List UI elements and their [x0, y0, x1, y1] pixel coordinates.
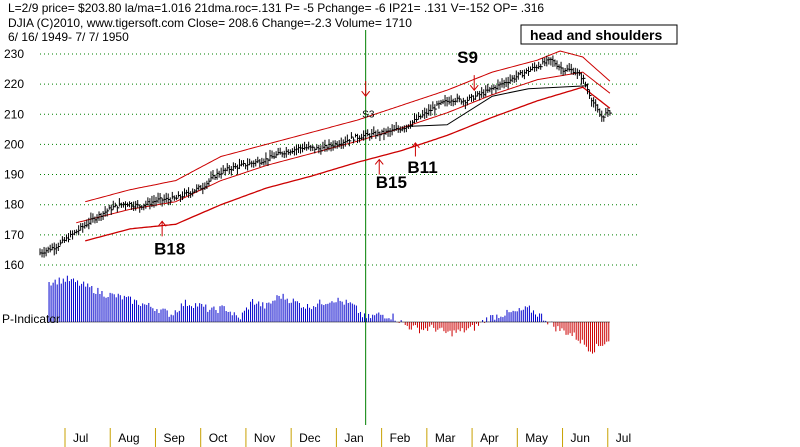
signal-arrow-head [374, 158, 384, 165]
y-tick-label: 210 [4, 107, 24, 121]
header-line-1: L=2/9 price= $203.80 la/ma=1.016 21dma.r… [8, 1, 544, 15]
y-tick-label: 180 [4, 198, 24, 212]
header-line-3: 6/ 16/ 1949- 7/ 7/ 1950 [8, 30, 129, 44]
month-label: Jul [73, 431, 88, 445]
signal-arrow-head [469, 84, 479, 91]
neckline [410, 85, 588, 127]
y-tick-label: 160 [4, 258, 24, 272]
upper-band-line [85, 50, 611, 203]
y-tick-label: 200 [4, 137, 24, 151]
month-label: Jan [344, 431, 363, 445]
signal-arrow-head [157, 220, 167, 227]
month-label: Mar [435, 431, 456, 445]
signal-arrow-head [361, 90, 371, 98]
signal-arrow-head [411, 142, 420, 149]
signal-label: B18 [154, 239, 185, 258]
neckline-path [410, 85, 588, 127]
p-indicator-histogram [48, 275, 610, 354]
month-label: Aug [118, 431, 139, 445]
signal-label: B11 [407, 158, 437, 177]
month-label: Feb [390, 431, 411, 445]
month-label: Jun [571, 431, 590, 445]
indicator-label: P-Indicator [2, 312, 60, 326]
annotation-box-text: head and shoulders [530, 27, 662, 43]
month-label: Dec [299, 431, 320, 445]
price-bars [39, 55, 612, 258]
month-label: May [525, 431, 548, 445]
header-line-2: DJIA (C)2010, www.tigersoft.com Close= 2… [8, 16, 412, 30]
month-label: Jul [616, 431, 631, 445]
y-tick-label: 220 [4, 77, 24, 91]
month-label: Nov [254, 431, 275, 445]
month-label: Sep [163, 431, 185, 445]
signal-label: S9 [457, 48, 478, 67]
month-label: Oct [209, 431, 228, 445]
annotation-box-frame [520, 24, 678, 45]
y-tick-label: 170 [4, 228, 24, 242]
lower-band-line [85, 86, 611, 242]
signal-label: S3 [362, 109, 375, 120]
signal-label: B15 [376, 173, 407, 192]
month-label: Apr [480, 431, 499, 445]
month-axis: Jul Aug Sep Oct Nov Dec Jan Feb Mar Apr May Jun Jul [64, 428, 631, 447]
y-tick-label: 230 [4, 47, 24, 61]
y-tick-label: 190 [4, 168, 24, 182]
y-axis-ticks: 160 170 180 190 200 210 220 230 [4, 47, 24, 272]
head-and-shoulders-box: head and shoulders [520, 24, 678, 45]
